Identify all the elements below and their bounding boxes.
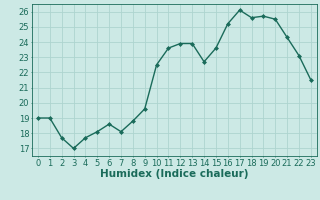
X-axis label: Humidex (Indice chaleur): Humidex (Indice chaleur) (100, 169, 249, 179)
